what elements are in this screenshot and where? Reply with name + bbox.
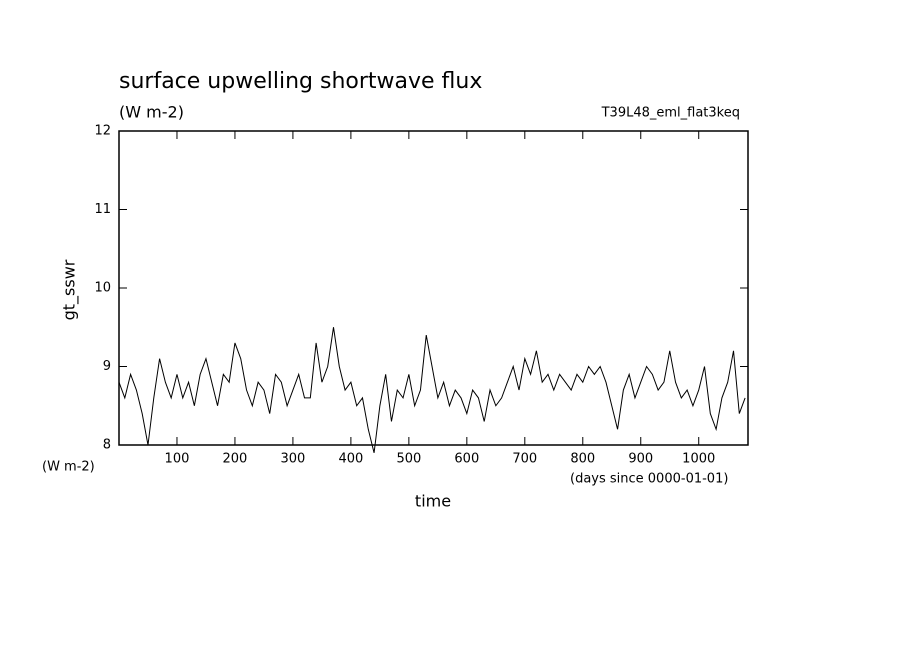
x-tick-label: 400 [338, 452, 363, 467]
y-unit: (W m-2) [42, 460, 95, 475]
data-line [118, 327, 746, 453]
x-tick-label: 700 [512, 452, 537, 467]
chart-title: surface upwelling shortwave flux [119, 69, 482, 94]
x-tick-label: 500 [396, 452, 421, 467]
y-tick-label: 12 [94, 124, 111, 139]
x-tick-label: 1000 [682, 452, 715, 467]
chart-subtitle: (W m-2) [119, 103, 184, 122]
x-tick-label: 200 [223, 452, 248, 467]
plot-frame [118, 130, 749, 446]
y-axis-label: gt_sswr [60, 259, 80, 320]
x-tick-label: 900 [628, 452, 653, 467]
x-unit: (days since 0000-01-01) [570, 472, 728, 487]
y-tick-label: 11 [94, 202, 111, 217]
x-tick-label: 600 [454, 452, 479, 467]
x-tick-label: 100 [165, 452, 190, 467]
y-tick-label: 10 [94, 281, 111, 296]
annotation: T39L48_eml_flat3keq [601, 106, 740, 121]
y-tick-label: 9 [103, 359, 111, 374]
x-axis-label: time [415, 492, 451, 511]
x-tick-label: 300 [281, 452, 306, 467]
x-tick-label: 800 [570, 452, 595, 467]
y-tick-label: 8 [103, 438, 111, 453]
